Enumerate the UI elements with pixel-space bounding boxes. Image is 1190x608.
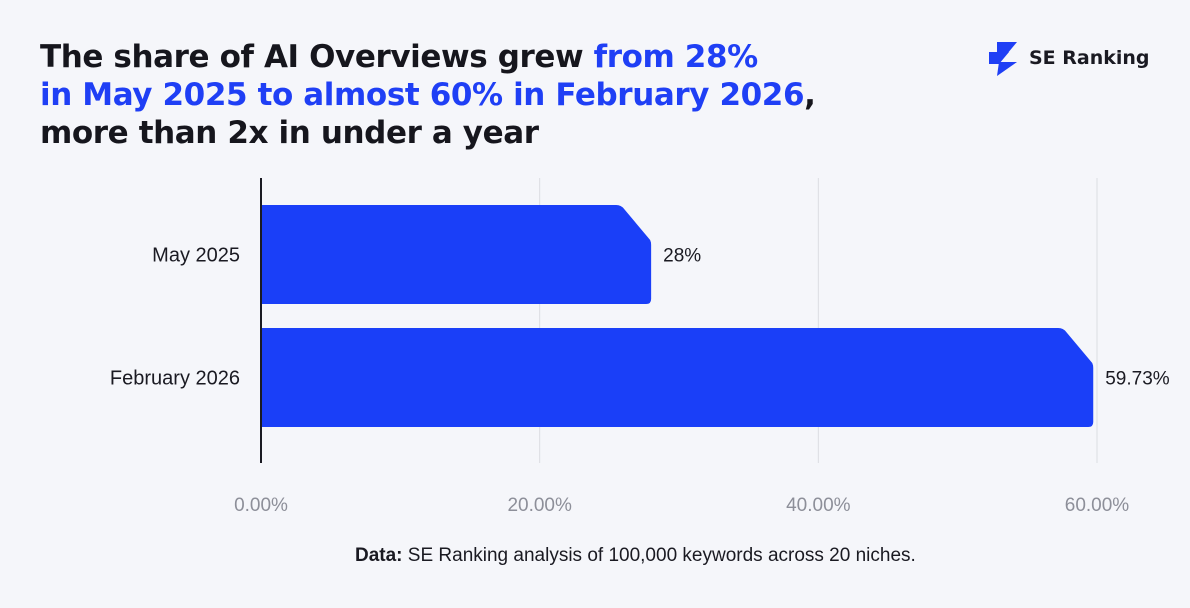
title-text-2: more than 2x in under a year	[40, 115, 539, 151]
x-tick-label: 0.00%	[234, 495, 288, 516]
value-label: 28%	[663, 246, 701, 267]
chart-title: The share of AI Overviews grew from 28% …	[40, 38, 816, 152]
value-label: 59.73%	[1105, 369, 1170, 390]
footnote-text: SE Ranking analysis of 100,000 keywords …	[402, 545, 916, 566]
category-label: May 2025	[152, 245, 240, 267]
footnote-label: Data:	[355, 545, 403, 566]
data-source-note: Data: SE Ranking analysis of 100,000 key…	[355, 545, 916, 567]
category-label: February 2026	[110, 368, 240, 390]
title-text-1: The share of AI Overviews grew	[40, 39, 594, 75]
x-tick-label: 40.00%	[786, 495, 851, 516]
lightning-icon	[985, 40, 1021, 76]
title-highlight-2: in May 2025 to almost 60% in February 20…	[40, 77, 805, 113]
logo-text: SE Ranking	[1029, 47, 1150, 69]
x-tick-label: 20.00%	[507, 495, 572, 516]
bar-may-2025	[262, 205, 652, 304]
title-highlight-1: from 28%	[593, 39, 759, 75]
brand-logo: SE Ranking	[985, 40, 1150, 76]
x-tick-label: 60.00%	[1065, 495, 1130, 516]
bar-february-2026	[262, 328, 1094, 427]
title-comma: ,	[804, 77, 816, 113]
